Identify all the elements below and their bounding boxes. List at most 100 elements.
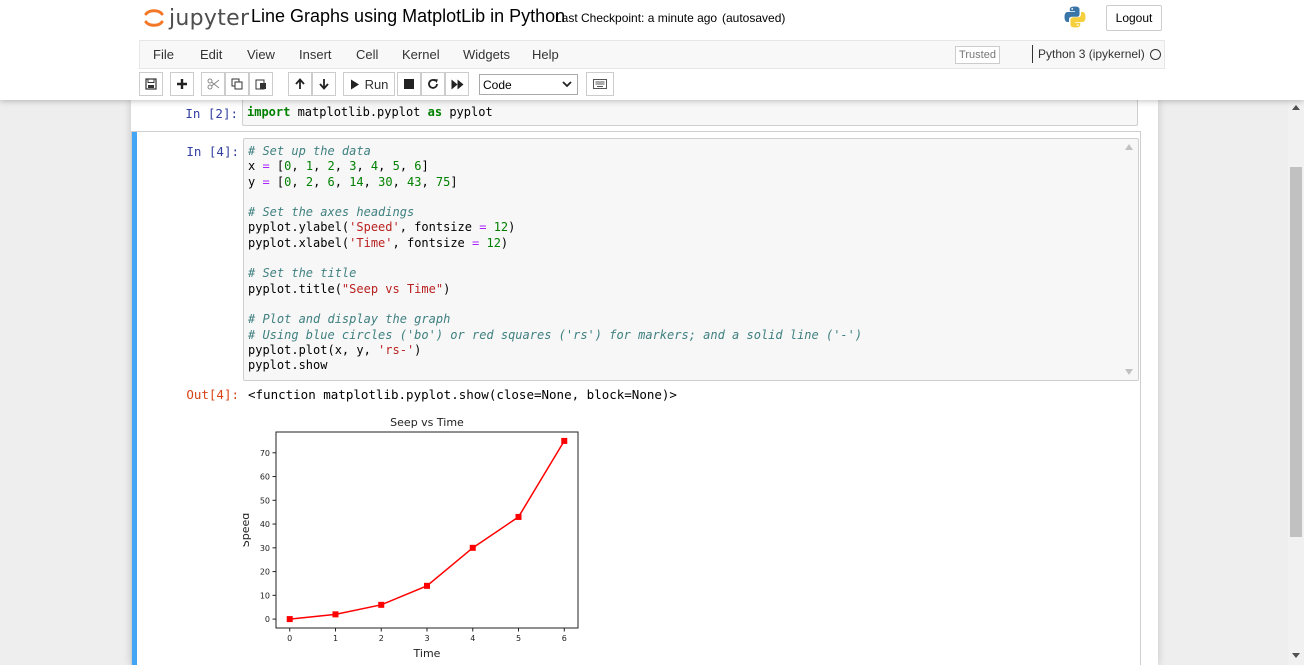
code-cell[interactable]: In [2]: import matplotlib.pyplot as pypl… <box>144 100 1140 127</box>
x-tick-label: 1 <box>333 634 338 643</box>
code-line: pyplot.title("Seep vs Time") <box>248 281 451 296</box>
x-tick-label: 0 <box>287 634 292 643</box>
code-block: # Set up the data x = [0, 1, 2, 3, 4, 5, … <box>244 139 1138 373</box>
code-line: x = [0, 1, 2, 3, 4, 5, 6] <box>248 159 429 174</box>
run-button[interactable]: Run <box>343 72 395 96</box>
y-tick-label: 30 <box>260 544 270 553</box>
code-line: y = [0, 2, 6, 14, 30, 43, 75] <box>248 174 458 189</box>
cut-button[interactable] <box>201 72 225 96</box>
paste-button[interactable] <box>249 72 273 96</box>
code-line: pyplot.show <box>248 358 328 373</box>
code-editor[interactable]: # Set up the data x = [0, 1, 2, 3, 4, 5, … <box>243 138 1139 381</box>
restart-icon <box>428 79 438 89</box>
notebook-container: In [2]: import matplotlib.pyplot as pypl… <box>131 100 1158 665</box>
page-scrollbar[interactable] <box>1288 100 1304 665</box>
y-tick-label: 0 <box>265 615 270 624</box>
arrow-down-icon <box>319 79 329 90</box>
trusted-indicator[interactable]: Trusted <box>955 46 1000 64</box>
fast-forward-icon <box>451 79 463 89</box>
kernel-divider <box>1032 45 1033 63</box>
menu-kernel[interactable]: Kernel <box>402 47 440 62</box>
code-line <box>248 190 1138 205</box>
editor-scroll-up-icon[interactable] <box>1125 144 1133 150</box>
command-palette-button[interactable] <box>586 72 614 96</box>
y-tick-label: 70 <box>260 449 270 458</box>
data-point <box>469 544 476 551</box>
autosave-status: (autosaved) <box>722 11 786 25</box>
keyboard-icon <box>593 79 607 89</box>
code-token: matplotlib.pyplot <box>290 105 428 119</box>
data-point <box>332 611 339 618</box>
y-tick-label: 50 <box>260 496 270 505</box>
cell-type-value: Code <box>483 77 512 92</box>
copy-button[interactable] <box>225 72 249 96</box>
code-cell-selected[interactable]: In [4]: # Set up the data x = [0, 1, 2, 3… <box>131 131 1141 665</box>
code-line <box>248 251 1138 266</box>
code-line: # Set the title <box>248 266 357 281</box>
move-down-button[interactable] <box>312 72 336 96</box>
move-up-button[interactable] <box>288 72 312 96</box>
insert-cell-button[interactable] <box>170 72 194 96</box>
y-tick-label: 40 <box>260 520 270 529</box>
code-editor[interactable]: import matplotlib.pyplot as pyplot <box>242 100 1138 126</box>
menu-file[interactable]: File <box>153 47 174 62</box>
menu-help[interactable]: Help <box>532 47 559 62</box>
copy-icon <box>231 78 243 90</box>
save-button[interactable] <box>139 72 163 96</box>
y-axis-label: Speed <box>243 513 252 547</box>
data-point <box>378 601 385 608</box>
restart-button[interactable] <box>421 72 445 96</box>
logout-button[interactable]: Logout <box>1106 5 1162 31</box>
x-tick-label: 6 <box>562 634 567 643</box>
paste-icon <box>255 79 266 90</box>
jupyter-logo[interactable]: jupyter <box>143 5 249 31</box>
toolbar: Run Code <box>139 72 1039 98</box>
x-tick-label: 4 <box>470 634 475 643</box>
stop-icon <box>404 79 414 89</box>
arrow-up-icon <box>295 78 305 89</box>
plot-area <box>275 431 579 629</box>
python-logo-icon <box>1064 6 1086 28</box>
data-point <box>286 616 293 623</box>
data-point <box>561 437 568 444</box>
editor-scroll-down-icon[interactable] <box>1125 369 1133 375</box>
code-line: # Plot and display the graph <box>248 312 451 327</box>
code-line: # Using blue circles ('bo') or red squar… <box>248 327 863 342</box>
interrupt-button[interactable] <box>397 72 421 96</box>
notebook-title[interactable]: Line Graphs using MatplotLib in Python <box>251 6 566 26</box>
scroll-down-icon[interactable] <box>1292 653 1300 658</box>
data-point <box>424 582 430 589</box>
code-token: pyplot <box>442 105 493 119</box>
cell-selection-bar <box>132 132 137 665</box>
x-tick-label: 2 <box>379 634 384 643</box>
y-tick-label: 60 <box>260 473 270 482</box>
input-prompt: In [4]: <box>186 144 239 159</box>
y-tick-label: 20 <box>260 568 270 577</box>
menu-edit[interactable]: Edit <box>200 47 223 62</box>
output-prompt: Out[4]: <box>186 387 239 402</box>
output-text: <function matplotlib.pyplot.show(close=N… <box>248 387 677 402</box>
jupyter-logo-text: jupyter <box>169 5 250 31</box>
menu-widgets[interactable]: Widgets <box>463 47 510 62</box>
menu-cell[interactable]: Cell <box>356 47 379 62</box>
kernel-name[interactable]: Python 3 (ipykernel) <box>1038 47 1145 61</box>
code-line: pyplot.ylabel('Speed', fontsize = 12) <box>248 220 516 235</box>
scroll-up-icon[interactable] <box>1292 105 1300 110</box>
code-line: pyplot.plot(x, y, 'rs-') <box>248 342 422 357</box>
notebook-header: jupyter Line Graphs using MatplotLib in … <box>0 0 1304 100</box>
cell-type-select[interactable]: Code <box>479 74 578 95</box>
scissors-icon <box>207 78 219 90</box>
run-label: Run <box>364 76 389 92</box>
jupyter-icon <box>144 9 164 27</box>
save-icon <box>145 78 157 90</box>
scrollbar-thumb[interactable] <box>1290 167 1302 537</box>
checkpoint-status: Last Checkpoint: a minute ago <box>555 11 718 25</box>
plus-icon <box>177 79 187 89</box>
menu-view[interactable]: View <box>247 47 275 62</box>
menu-insert[interactable]: Insert <box>299 47 332 62</box>
code-line <box>248 297 1138 312</box>
x-tick-label: 5 <box>516 634 521 643</box>
code-line: # Set the axes headings <box>248 205 415 220</box>
restart-run-all-button[interactable] <box>445 72 469 96</box>
